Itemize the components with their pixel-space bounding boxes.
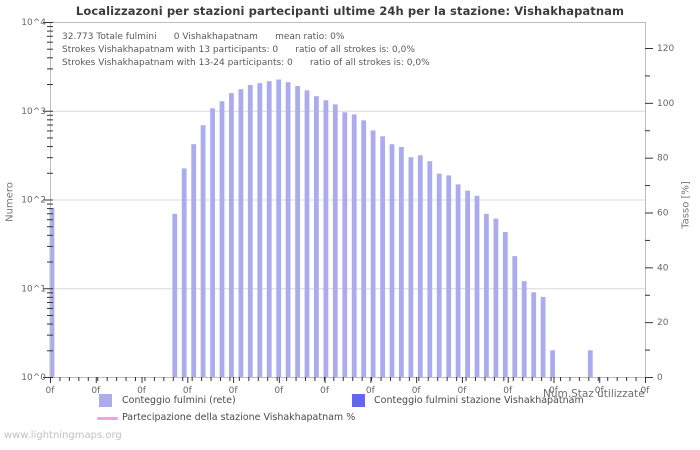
legend-swatch-network [99, 394, 112, 407]
y-right-tick-label: 40 [657, 263, 669, 273]
bar-network [436, 173, 442, 377]
legend-label-participation: Partecipazione della stazione Vishakhapa… [122, 412, 356, 423]
y-left-tick-label: 10^1 [21, 284, 46, 294]
x-tick-label: 0f [183, 386, 193, 396]
y-left-tick-label: 10^3 [21, 107, 46, 117]
y-axis-right-title: Tasso [%] [680, 181, 692, 229]
annotation-totals: 32.773 Totale fulmini 0 Vishakhapatnam m… [62, 32, 345, 42]
bar-network [229, 93, 234, 377]
x-tick-label: 0f [274, 386, 284, 396]
y-left-tick-label: 10^4 [21, 18, 46, 28]
y-left-tick-label: 10^2 [21, 196, 46, 206]
bar-network [502, 232, 508, 377]
bar-network [314, 96, 319, 377]
legend-swatch-station [352, 394, 365, 407]
bar-network [540, 296, 546, 377]
bar-network [200, 125, 206, 377]
bar-network [531, 292, 537, 377]
watermark-link[interactable]: www.lightningmaps.org [4, 430, 122, 441]
bar-network [484, 213, 489, 377]
x-tick-label: 0f [229, 386, 239, 396]
bar-network [493, 218, 499, 377]
legend-line-participation [97, 417, 118, 420]
bar-network [417, 155, 423, 377]
bar-network [266, 81, 272, 377]
bar-network [446, 175, 452, 377]
bar-network [210, 108, 215, 378]
annotation-strokes-13-24: Strokes Vishakhapatnam with 13-24 partic… [62, 58, 430, 68]
y-left-tick-label: 10^0 [21, 373, 46, 383]
bar-network [512, 256, 518, 377]
bar-network [380, 136, 385, 377]
bar-network [370, 130, 376, 377]
x-tick-label: 0f [366, 386, 376, 396]
y-right-tick-label: 120 [657, 44, 674, 54]
x-tick-label: 0f [412, 386, 422, 396]
bar-network [247, 85, 253, 377]
y-right-tick-label: 60 [657, 209, 669, 219]
x-tick-label: 0f [595, 386, 605, 396]
y-axis-left-title: Numero [4, 182, 16, 222]
bar-network [389, 144, 395, 377]
bar-network [172, 213, 178, 377]
bar-network [465, 190, 470, 377]
x-tick-label: 0f [46, 386, 56, 396]
x-tick-label: 0f [457, 386, 467, 396]
bar-network [323, 100, 329, 378]
bar-network [285, 82, 291, 377]
bar-network [351, 114, 357, 378]
bar-network [550, 350, 555, 377]
bar-network [332, 104, 338, 378]
x-tick-label: 0f [320, 386, 330, 396]
bar-network [342, 112, 348, 378]
chart-title: Localizzazoni per stazioni partecipanti … [75, 4, 625, 18]
bar-network [295, 86, 300, 377]
bar-network [455, 184, 461, 377]
x-tick-label: 0f [641, 386, 651, 396]
bar-network [191, 144, 197, 377]
y-right-tick-label: 20 [657, 318, 669, 328]
bar-network [276, 79, 282, 377]
x-tick-label: 0f [549, 386, 559, 396]
x-tick-label: 0f [91, 386, 101, 396]
x-axis-title: Num.Staz utilizzate [543, 388, 645, 400]
bar-network [399, 147, 404, 377]
bar-network [361, 120, 367, 378]
bar-network [427, 161, 433, 377]
annotation-strokes-13: Strokes Vishakhapatnam with 13 participa… [62, 45, 415, 55]
bar-network [257, 83, 263, 377]
y-right-tick-label: 0 [657, 373, 663, 383]
bar-network [304, 90, 310, 378]
bar-network [181, 168, 187, 377]
legend-label-network: Conteggio fulmini (rete) [122, 395, 236, 406]
y-right-tick-label: 100 [657, 99, 674, 109]
bar-network [474, 195, 480, 377]
bar-network [219, 101, 225, 377]
x-tick-label: 0f [503, 386, 513, 396]
legend-label-station: Conteggio fulmini stazione Vishakhapatna… [374, 395, 584, 406]
bar-network [408, 157, 414, 377]
y-right-tick-label: 80 [657, 154, 669, 164]
bar-network [521, 281, 527, 377]
bar-network [587, 350, 593, 377]
x-tick-label: 0f [137, 386, 147, 396]
bar-network [238, 89, 244, 377]
